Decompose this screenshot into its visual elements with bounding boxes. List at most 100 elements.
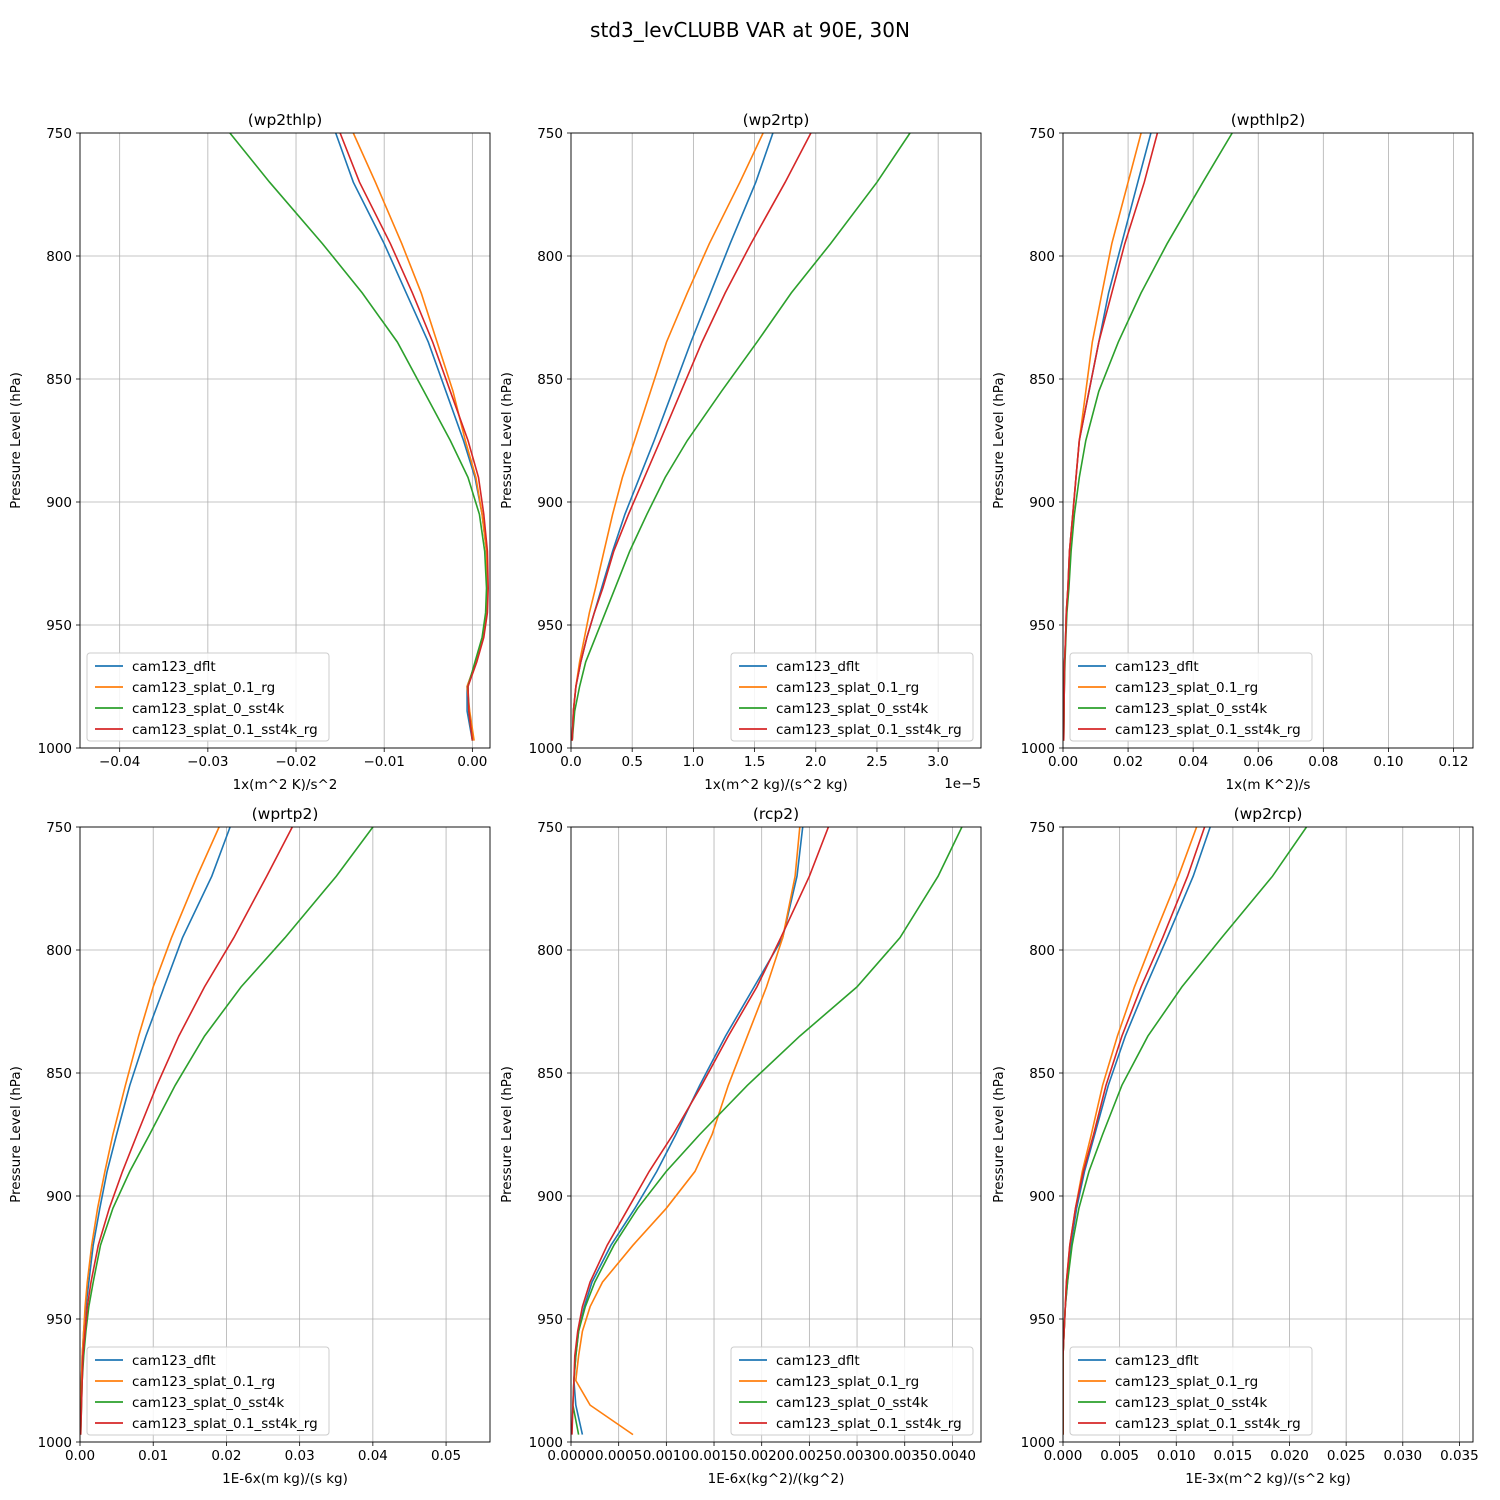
x-tick-label: 0.000 [1044, 1448, 1083, 1464]
x-tick-label: 0.010 [1157, 1448, 1196, 1464]
x-tick-label: −0.01 [364, 754, 405, 770]
y-tick-label: 800 [1029, 249, 1055, 265]
series-line-cam123_splat_0_sst4k [1063, 827, 1308, 1435]
legend-box [730, 1346, 974, 1436]
legend: cam123_dflt cam123_splat_0.1_rg cam123_spl… [86, 652, 330, 742]
legend-label: cam123_splat_0_sst4k [1115, 701, 1267, 717]
x-tick-label: 0.0030 [833, 1448, 880, 1464]
x-tick-label: 0.00 [457, 754, 487, 770]
x-tick-label: −0.03 [187, 754, 228, 770]
legend-label: cam123_dflt [1115, 1353, 1199, 1369]
x-axis-label: 1x(m^2 K)/s^2 [233, 777, 338, 793]
y-tick-label: 950 [46, 1312, 72, 1328]
series-line-cam123_splat_0.1_rg [571, 133, 764, 741]
x-tick-label: 0.0010 [643, 1448, 690, 1464]
series-line-cam123_splat_0_sst4k [1063, 133, 1233, 741]
x-axis-label: 1x(m K^2)/s [1226, 777, 1311, 793]
y-tick-label: 850 [1029, 1066, 1055, 1082]
x-tick-label: 0.0 [560, 754, 581, 770]
y-tick-label: 950 [46, 618, 72, 634]
chart-panel-5: 0.0000 0.0005 0.0010 0.0015 0.0020 0.0025 0.00… [499, 805, 982, 1487]
series-line-cam123_dflt [1063, 133, 1152, 741]
y-tick-label: 1000 [1021, 1435, 1055, 1451]
y-tick-label: 800 [46, 249, 72, 265]
y-tick-label: 850 [537, 1066, 563, 1082]
series-line-cam123_dflt [573, 827, 804, 1435]
y-tick-label: 750 [537, 820, 563, 836]
x-tick-label: 0.00 [1048, 754, 1078, 770]
x-tick-label: −0.04 [99, 754, 140, 770]
x-tick-label: 0.0020 [738, 1448, 785, 1464]
legend-label: cam123_splat_0.1_sst4k_rg [1115, 722, 1301, 738]
panel-title: (wp2rcp) [1234, 805, 1303, 823]
x-tick-label: 0.005 [1100, 1448, 1139, 1464]
series-line-cam123_splat_0.1_sst4k_rg [80, 827, 294, 1435]
chart-panel-4: 0.00 0.01 0.02 0.03 0.04 0.05 750 800 850 900 950 1… [8, 805, 491, 1487]
legend-label: cam123_splat_0_sst4k [132, 701, 284, 717]
x-tick-label: 0.0035 [881, 1448, 928, 1464]
legend-label: cam123_splat_0.1_rg [776, 1374, 919, 1390]
series-line-cam123_dflt [571, 133, 774, 741]
y-tick-label: 950 [1029, 618, 1055, 634]
x-tick-label: 0.025 [1327, 1448, 1366, 1464]
x-tick-label: 0.0040 [929, 1448, 976, 1464]
x-tick-label: 0.12 [1438, 754, 1468, 770]
legend-label: cam123_dflt [132, 659, 216, 675]
legend-label: cam123_splat_0.1_rg [1115, 680, 1258, 696]
x-tick-label: 0.02 [211, 1448, 241, 1464]
legend-label: cam123_splat_0.1_rg [132, 1374, 275, 1390]
y-tick-label: 750 [1029, 820, 1055, 836]
series-line-cam123_dflt [1063, 827, 1211, 1435]
y-tick-label: 1000 [529, 1435, 563, 1451]
legend: cam123_dflt cam123_splat_0.1_rg cam123_spl… [730, 1346, 974, 1436]
y-tick-label: 800 [1029, 943, 1055, 959]
y-axis-label: Pressure Level (hPa) [991, 372, 1007, 509]
panel-title: (wp2thlp) [248, 111, 323, 129]
x-tick-label: 0.06 [1243, 754, 1273, 770]
y-axis-label: Pressure Level (hPa) [991, 1066, 1007, 1203]
y-tick-label: 1000 [38, 1435, 72, 1451]
x-tick-label: 0.02 [1113, 754, 1143, 770]
x-tick-label: 0.030 [1383, 1448, 1422, 1464]
legend-label: cam123_splat_0_sst4k [1115, 1395, 1267, 1411]
x-tick-label: 0.04 [1178, 754, 1208, 770]
legend-box [730, 652, 974, 742]
legend: cam123_dflt cam123_splat_0.1_rg cam123_spl… [1069, 652, 1313, 742]
legend-box [1069, 652, 1313, 742]
figure-suptitle: std3_levCLUBB VAR at 90E, 30N [590, 18, 910, 42]
legend-label: cam123_splat_0.1_sst4k_rg [776, 722, 962, 738]
x-axis-label: 1x(m^2 kg)/(s^2 kg) [704, 777, 848, 793]
axes-frame [1062, 826, 1474, 1443]
x-tick-label: 1.5 [744, 754, 765, 770]
legend-label: cam123_dflt [776, 1353, 860, 1369]
legend-label: cam123_dflt [776, 659, 860, 675]
series-line-cam123_splat_0.1_rg [80, 827, 220, 1435]
y-axis-label: Pressure Level (hPa) [8, 1066, 24, 1203]
legend-label: cam123_splat_0.1_sst4k_rg [132, 722, 318, 738]
y-tick-label: 900 [46, 1189, 72, 1205]
y-tick-label: 1000 [38, 741, 72, 757]
x-tick-label: −0.02 [275, 754, 316, 770]
series-line-cam123_splat_0.1_sst4k_rg [1063, 827, 1206, 1435]
x-tick-label: 0.015 [1214, 1448, 1253, 1464]
series-line-cam123_splat_0.1_sst4k_rg [571, 827, 830, 1435]
series-line-cam123_splat_0.1_sst4k_rg [1063, 133, 1159, 741]
y-tick-label: 800 [46, 943, 72, 959]
axes-frame [79, 132, 491, 749]
y-axis-label: Pressure Level (hPa) [499, 372, 515, 509]
y-tick-label: 900 [537, 495, 563, 511]
series-line-cam123_splat_0.1_sst4k_rg [571, 133, 812, 741]
y-tick-label: 950 [1029, 1312, 1055, 1328]
y-axis-label: Pressure Level (hPa) [8, 372, 24, 509]
axes-frame [1062, 132, 1474, 749]
y-tick-label: 850 [46, 372, 72, 388]
y-tick-label: 850 [537, 372, 563, 388]
x-tick-label: 0.03 [285, 1448, 315, 1464]
y-tick-label: 950 [537, 1312, 563, 1328]
x-tick-label: 0.0000 [547, 1448, 594, 1464]
series-line-cam123_splat_0.1_sst4k_rg [339, 133, 490, 741]
x-axis-label: 1E-6x(kg^2)/(kg^2) [708, 1471, 845, 1487]
y-tick-label: 750 [46, 820, 72, 836]
x-tick-label: 0.08 [1308, 754, 1338, 770]
x-tick-label: 0.10 [1373, 754, 1403, 770]
